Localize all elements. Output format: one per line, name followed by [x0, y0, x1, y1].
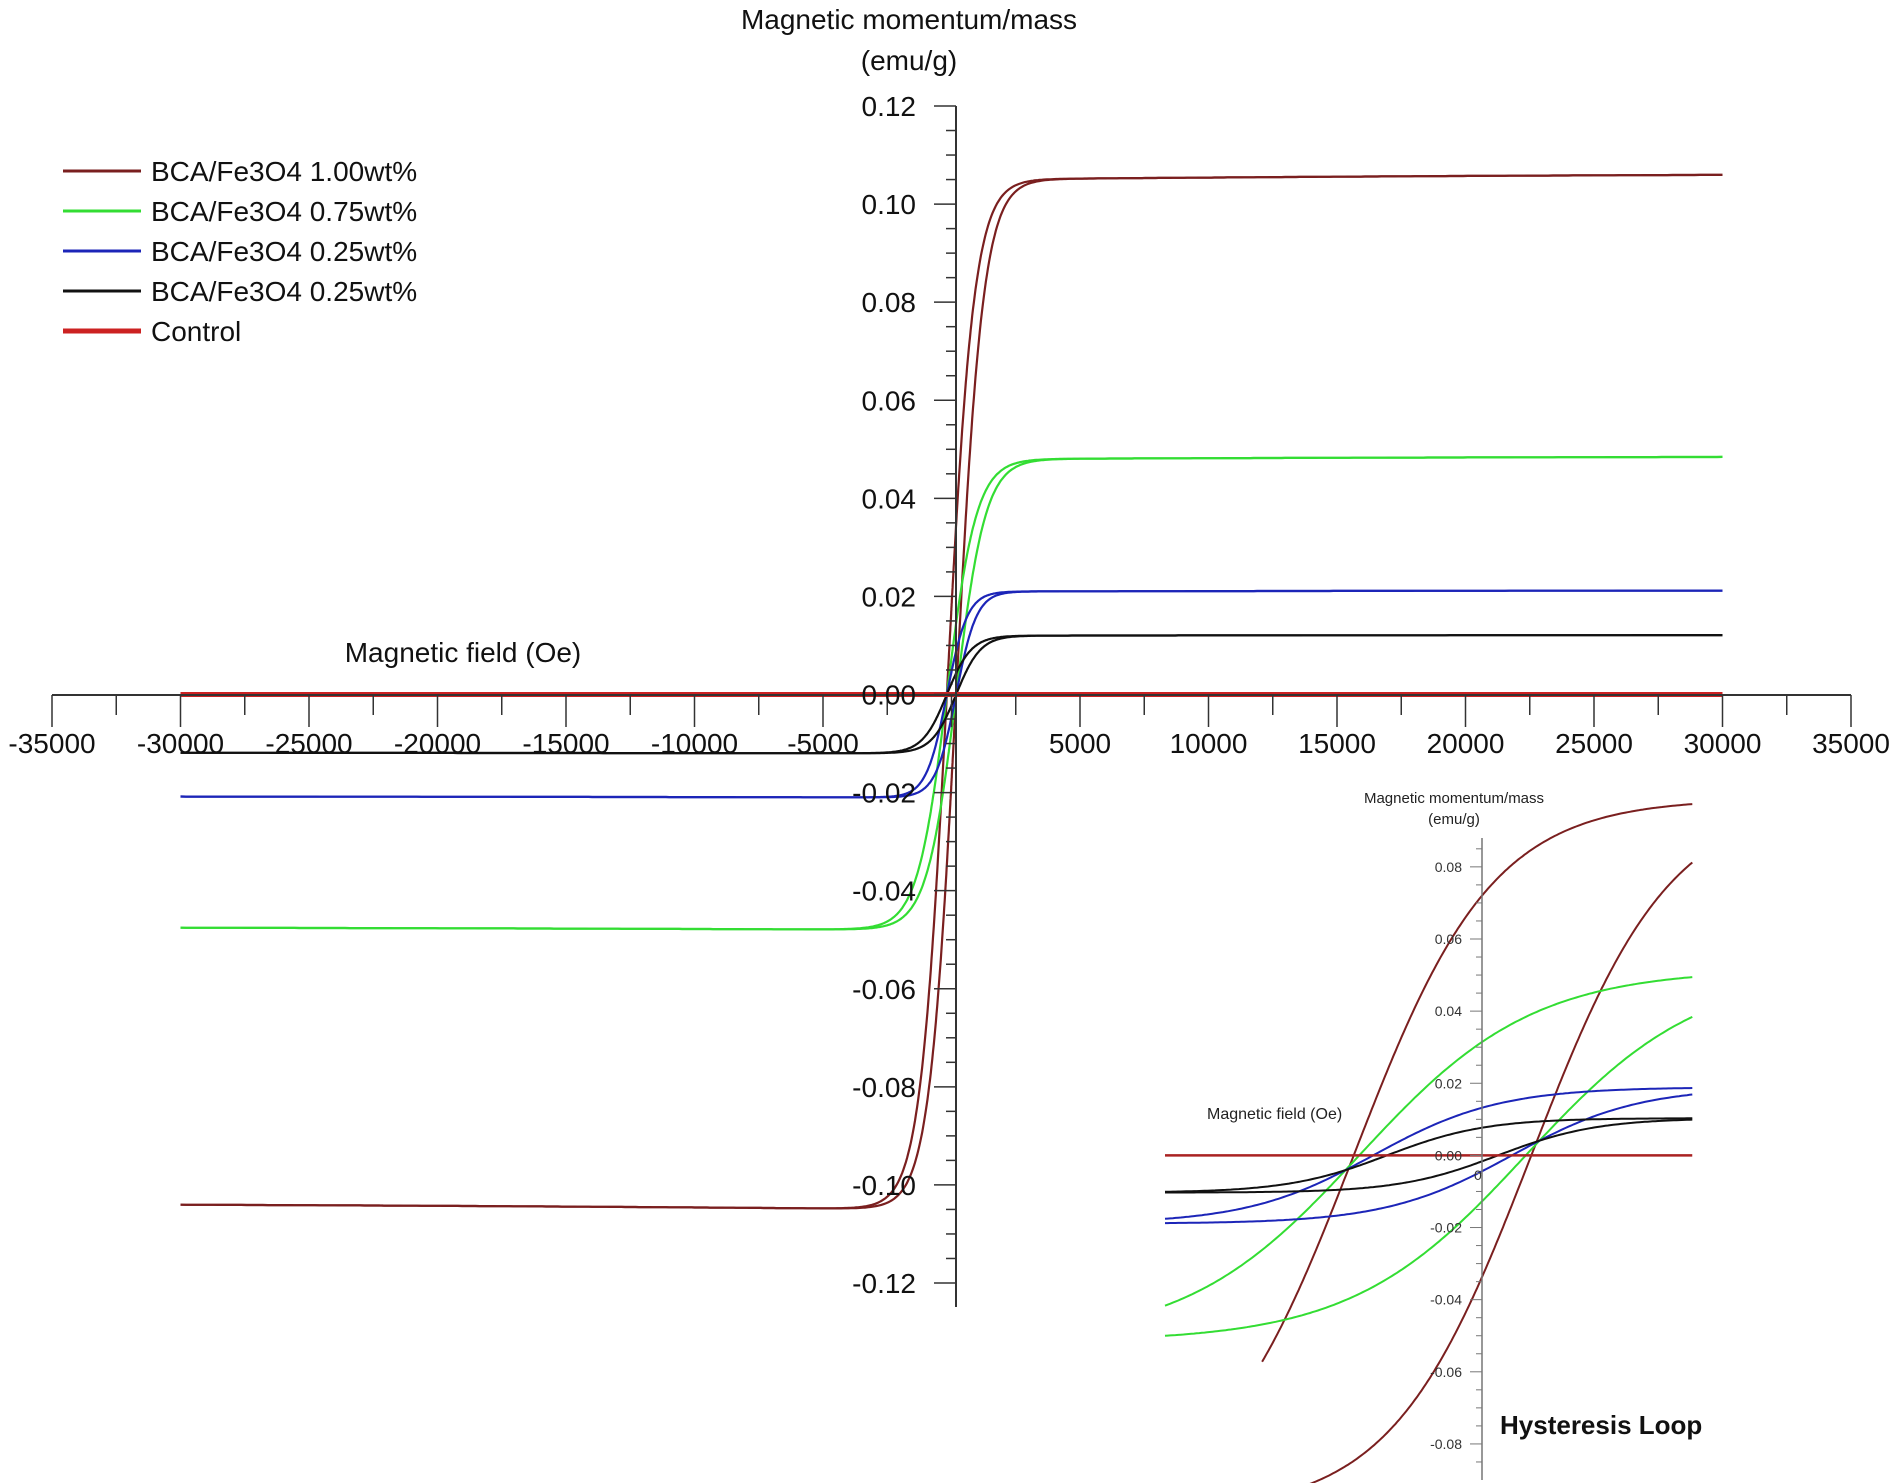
x-tick-label: 35000	[1812, 728, 1890, 759]
y-tick-label: -0.10	[852, 1170, 916, 1201]
x-tick-label: 25000	[1555, 728, 1633, 759]
x-tick-label: 30000	[1684, 728, 1762, 759]
inset-y-tick-label: -0.02	[1430, 1220, 1462, 1236]
x-tick-label: 5000	[1049, 728, 1111, 759]
inset-y-axis-title-line2: (emu/g)	[1428, 811, 1480, 828]
inset-y-tick-label: 0.08	[1435, 859, 1462, 875]
inset-y-tick-label: -0.04	[1430, 1292, 1462, 1308]
y-tick-label: 0.08	[862, 287, 917, 318]
inset-y-tick-label: 0.06	[1435, 931, 1462, 947]
y-tick-label: -0.08	[852, 1072, 916, 1103]
x-tick-label: 10000	[1170, 728, 1248, 759]
y-tick-label: 0.12	[862, 91, 917, 122]
y-tick-label: -0.02	[852, 778, 916, 809]
x-tick-label: -30000	[137, 728, 224, 759]
main-y-axis-title-line1: Magnetic momentum/mass	[741, 4, 1077, 35]
y-tick-label: 0.06	[862, 385, 917, 416]
inset-origin-label: 0	[1474, 1167, 1482, 1183]
x-tick-label: -35000	[8, 728, 95, 759]
x-tick-label: -10000	[651, 728, 738, 759]
inset-curves	[1164, 803, 1693, 1483]
inset-y-tick-label: -0.08	[1430, 1436, 1462, 1452]
legend: BCA/Fe3O4 1.00wt% BCA/Fe3O4 0.75wt% BCA/Fe…	[63, 156, 417, 347]
x-tick-label: 20000	[1427, 728, 1505, 759]
inset-y-tick-label: 0.00	[1435, 1147, 1462, 1163]
y-tick-label: -0.04	[852, 876, 916, 907]
y-tick-label: -0.06	[852, 974, 916, 1005]
x-tick-label: -15000	[522, 728, 609, 759]
inset-curve-series-3-lower-branch	[1164, 1087, 1693, 1220]
inset-y-tick-label: 0.04	[1435, 1003, 1462, 1019]
main-y-axis-title-line2: (emu/g)	[861, 45, 957, 76]
inset-y-tick-label: 0.02	[1435, 1075, 1462, 1091]
curve-series-2-ascending	[180, 455, 1723, 931]
legend-label: BCA/Fe3O4 0.25wt%	[151, 236, 417, 267]
inset-chart: 0.08 0.06 0.04 0.02 0.00 -0.02 -0.04 -0.06 -0.08…	[1164, 790, 1702, 1483]
main-axes: -35000 -30000 -25000 -20000 -15000 -10000 -500…	[8, 91, 1890, 1307]
curve-series-1-descending	[180, 173, 1723, 1210]
x-tick-label: -5000	[787, 728, 859, 759]
y-tick-label: 0.00	[862, 680, 917, 711]
main-x-axis-title: Magnetic field (Oe)	[345, 637, 582, 668]
inset-axes: 0.08 0.06 0.04 0.02 0.00 -0.02 -0.04 -0.06 -0.08	[1430, 838, 1483, 1480]
inset-curve-series-1-lower-branch	[1261, 803, 1693, 1363]
curve-series-4-ascending	[180, 634, 1723, 755]
x-tick-label: 15000	[1298, 728, 1376, 759]
y-tick-label: 0.04	[862, 483, 917, 514]
main-curves	[180, 173, 1723, 1210]
legend-label: BCA/Fe3O4 0.75wt%	[151, 196, 417, 227]
y-tick-label: -0.12	[852, 1268, 916, 1299]
x-tick-label: -20000	[394, 728, 481, 759]
inset-title: Hysteresis Loop	[1500, 1410, 1702, 1440]
inset-x-axis-title: Magnetic field (Oe)	[1207, 1106, 1342, 1123]
curve-series-3-ascending	[180, 589, 1723, 799]
inset-y-tick-label: -0.06	[1430, 1364, 1462, 1380]
y-tick-label: 0.02	[862, 581, 917, 612]
legend-label: BCA/Fe3O4 0.25wt%	[151, 276, 417, 307]
inset-curve-series-1-upper-branch	[1309, 861, 1693, 1483]
inset-curve-series-4-lower-branch	[1164, 1117, 1693, 1193]
curve-series-1-ascending	[180, 173, 1723, 1210]
inset-curve-series-4-upper-branch	[1165, 1118, 1693, 1194]
legend-label: BCA/Fe3O4 1.00wt%	[151, 156, 417, 187]
inset-y-axis-title-line1: Magnetic momentum/mass	[1364, 790, 1544, 807]
main-chart: -35000 -30000 -25000 -20000 -15000 -10000 -500…	[8, 4, 1890, 1307]
y-tick-label: 0.10	[862, 189, 917, 220]
x-tick-label: -25000	[265, 728, 352, 759]
inset-curve-series-2-upper-branch	[1164, 1015, 1693, 1337]
inset-curve-series-3-upper-branch	[1165, 1093, 1693, 1225]
inset-curve-series-2-lower-branch	[1164, 976, 1693, 1307]
legend-label: Control	[151, 316, 241, 347]
